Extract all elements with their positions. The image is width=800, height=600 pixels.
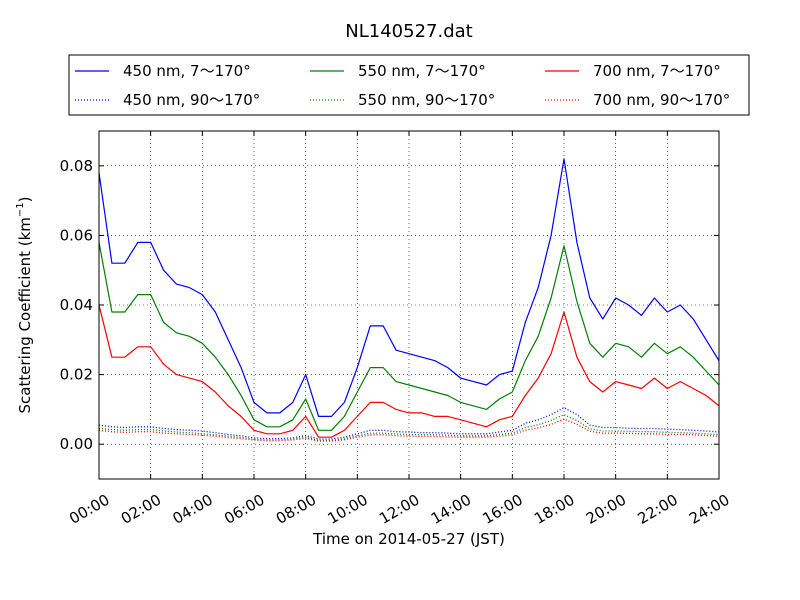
x-tick-label: 06:00 — [221, 491, 267, 528]
legend-frame — [68, 54, 750, 116]
x-tick-label: 10:00 — [324, 491, 370, 528]
y-tick-label: 0.08 — [60, 157, 93, 175]
y-axis-label-exponent: −1 — [15, 202, 26, 217]
x-tick-label: 08:00 — [273, 491, 319, 528]
legend: 450 nm, 7～170° 450 nm, 90～170° 550 nm, 7～1… — [68, 54, 750, 116]
x-tick-label: 18:00 — [531, 491, 577, 528]
legend-label: 450 nm, 90～170° — [123, 91, 260, 109]
y-tick-label: 0.06 — [60, 226, 93, 244]
series-line — [98, 304, 720, 438]
x-axis-label: Time on 2014-05-27 (JST) — [312, 530, 505, 548]
series-line — [98, 407, 720, 440]
x-tick-label: 12:00 — [376, 491, 422, 528]
y-axis-label: Scattering Coefficient (km−1) — [15, 196, 34, 413]
grid — [99, 131, 719, 479]
ticks: 00:00 02:00 04:00 06:00 08:00 10:00 12:00 14:00… — [60, 131, 733, 528]
x-tick-label: 20:00 — [583, 491, 629, 528]
legend-label: 550 nm, 7～170° — [358, 62, 486, 80]
x-tick-label: 14:00 — [428, 491, 474, 528]
legend-label: 450 nm, 7～170° — [123, 62, 251, 80]
x-tick-label: 04:00 — [169, 491, 215, 528]
series-layer — [98, 158, 720, 442]
x-tick-label: 02:00 — [118, 491, 164, 528]
x-tick-label: 00:00 — [66, 491, 112, 528]
series-line — [98, 242, 720, 431]
x-tick-label: 16:00 — [479, 491, 525, 528]
y-tick-label: 0.04 — [60, 296, 93, 314]
y-tick-label: 0.00 — [60, 435, 93, 453]
y-axis-label-suffix: ) — [16, 196, 34, 202]
x-tick-label: 22:00 — [634, 491, 680, 528]
legend-label: 700 nm, 90～170° — [593, 91, 730, 109]
chart-title: NL140527.dat — [345, 21, 472, 42]
x-tick-label: 24:00 — [686, 491, 732, 528]
legend-label: 700 nm, 7～170° — [593, 62, 721, 80]
legend-label: 550 nm, 90～170° — [358, 91, 495, 109]
y-axis-label-main: Scattering Coefficient (km — [16, 217, 34, 413]
y-tick-label: 0.02 — [60, 366, 93, 384]
series-line — [98, 158, 720, 417]
